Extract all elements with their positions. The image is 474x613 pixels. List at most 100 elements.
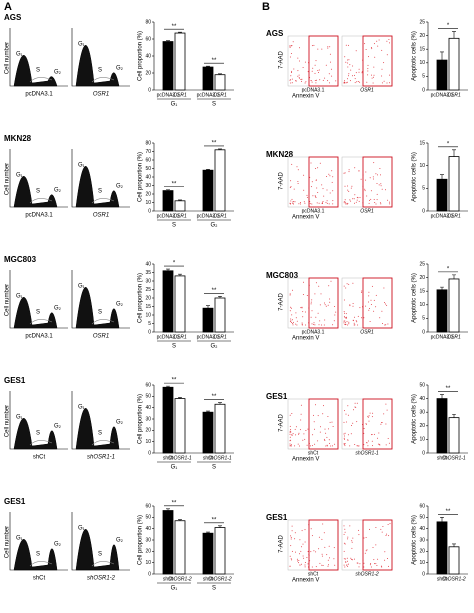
event-dot xyxy=(379,168,381,169)
event-dot xyxy=(289,56,291,58)
significance: ** xyxy=(172,500,177,506)
event-dot xyxy=(343,202,345,204)
event-dot xyxy=(299,202,301,203)
event-dot xyxy=(344,531,346,533)
event-dot xyxy=(343,542,345,544)
event-dot xyxy=(368,56,369,58)
event-dot xyxy=(333,547,335,549)
y-axis-label: Apoptotic cells (%) xyxy=(412,515,418,565)
x-tick-label: pcDNA3.1 xyxy=(157,334,180,340)
event-dot xyxy=(371,416,373,418)
x-axis-label: Annexin V xyxy=(292,457,319,463)
group-label: S xyxy=(172,344,176,350)
event-dot xyxy=(343,533,345,535)
histogram-curve xyxy=(13,297,58,329)
event-dot xyxy=(298,432,300,434)
event-dot xyxy=(314,195,316,197)
event-dot xyxy=(360,178,362,180)
event-dot xyxy=(306,444,308,446)
event-dot xyxy=(365,423,367,425)
event-dot xyxy=(367,64,369,66)
event-dot xyxy=(371,440,373,442)
gate xyxy=(308,156,339,208)
event-dot xyxy=(345,313,347,315)
event-dot xyxy=(318,69,320,71)
event-dot xyxy=(363,428,365,429)
histogram-fit xyxy=(91,319,115,325)
event-dot xyxy=(352,422,354,424)
event-dot xyxy=(324,319,326,321)
event-dot xyxy=(328,73,330,75)
event-dot xyxy=(344,185,346,187)
event-dot xyxy=(368,291,370,293)
cell-line: MKN28 xyxy=(4,134,32,143)
bar xyxy=(202,169,214,212)
event-dot xyxy=(384,302,385,304)
y-tick-label: 20 xyxy=(419,275,425,281)
event-dot xyxy=(389,42,390,44)
event-dot xyxy=(289,445,291,447)
y-axis-label: 7-AAD xyxy=(279,413,285,431)
event-dot xyxy=(306,194,308,196)
event-dot xyxy=(351,558,353,560)
event-dot xyxy=(301,323,303,325)
event-dot xyxy=(378,39,380,41)
event-dot xyxy=(343,435,345,437)
y-tick-label: 15 xyxy=(145,304,151,310)
event-dot xyxy=(327,304,329,306)
significance: ** xyxy=(172,378,177,384)
event-dot xyxy=(375,173,377,175)
event-dot xyxy=(295,80,297,82)
x-tick-label: OSR1 xyxy=(447,213,461,219)
event-dot xyxy=(310,301,312,303)
x-tick-label: OSR1 xyxy=(213,92,227,98)
panel-label: B xyxy=(262,1,270,13)
event-dot xyxy=(335,80,337,82)
y-tick-label: 10 xyxy=(145,312,151,318)
histogram-curve xyxy=(75,166,120,208)
event-dot xyxy=(295,312,297,314)
event-dot xyxy=(381,310,383,312)
bar xyxy=(162,190,174,212)
sample-label: shOSR1-2 xyxy=(87,576,116,582)
event-dot xyxy=(290,203,292,205)
event-dot xyxy=(300,203,301,205)
event-dot xyxy=(290,200,292,202)
event-dot xyxy=(370,563,372,565)
event-dot xyxy=(356,81,358,83)
x-tick-label: shCt xyxy=(203,455,214,461)
event-dot xyxy=(327,559,329,561)
y-tick-label: 0 xyxy=(422,450,425,456)
y-tick-label: 10 xyxy=(145,560,151,566)
event-dot xyxy=(323,532,325,534)
event-dot xyxy=(324,302,325,304)
event-dot xyxy=(298,562,299,564)
event-dot xyxy=(312,67,314,69)
event-dot xyxy=(299,564,301,566)
y-tick-label: 30 xyxy=(419,537,425,543)
event-dot xyxy=(297,75,299,77)
group-label: G₁ xyxy=(171,586,178,592)
event-dot xyxy=(311,323,313,325)
event-dot xyxy=(292,321,294,323)
histogram-fit xyxy=(91,440,115,446)
error-bar xyxy=(440,394,444,399)
event-dot xyxy=(294,445,296,447)
peak-label: G₁ xyxy=(16,294,23,300)
x-axis-label: Annexin V xyxy=(292,215,319,221)
event-dot xyxy=(316,187,318,189)
event-dot xyxy=(387,558,388,559)
event-dot xyxy=(320,426,321,428)
event-dot xyxy=(354,194,356,196)
event-dot xyxy=(314,64,316,66)
peak-label: S xyxy=(98,552,102,558)
event-dot xyxy=(377,174,378,176)
event-dot xyxy=(293,201,295,202)
x-tick-label: pcDNA3.1 xyxy=(157,92,180,98)
event-dot xyxy=(300,404,302,406)
event-dot xyxy=(302,555,304,557)
y-tick-label: 20 xyxy=(419,33,425,39)
event-dot xyxy=(304,529,306,531)
event-dot xyxy=(345,201,347,203)
y-axis-label: Cell proportion (%) xyxy=(138,515,144,565)
